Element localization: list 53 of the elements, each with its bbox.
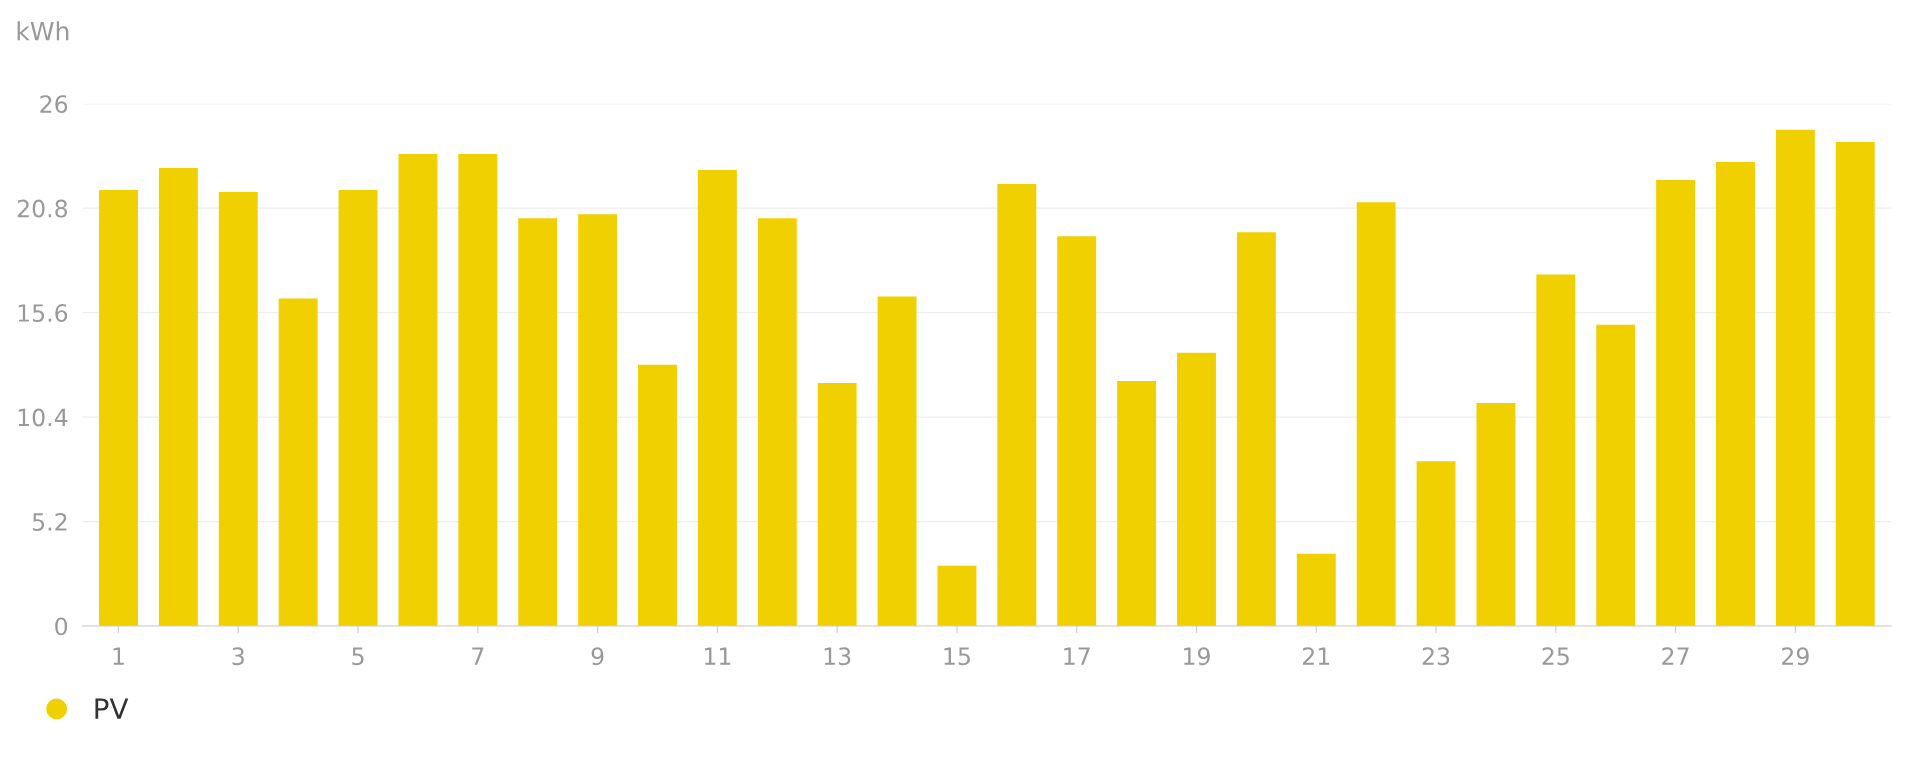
bar [1536,274,1576,627]
bar [638,364,677,627]
bar [1296,553,1336,627]
bar [757,218,797,627]
bar [1057,236,1097,627]
x-tick-label: 29 [1782,647,1809,666]
x-tick-label: 15 [944,647,970,666]
y-tick-label: 10.4 [18,408,68,427]
x-tick-label: 25 [1542,647,1569,666]
x-tick-label: 21 [1302,647,1330,665]
bar [1835,141,1875,627]
bar [158,168,198,627]
x-tick-label: 23 [1422,647,1450,666]
bar [1716,161,1755,627]
bar [937,565,977,627]
bar [1177,352,1216,627]
x-tick-label: 9 [591,647,604,666]
bar [1356,202,1396,627]
bar [1775,129,1815,627]
bar [99,190,138,627]
bar [1656,180,1696,627]
bar [997,184,1037,627]
bar [1236,232,1276,627]
bar [1476,403,1516,627]
x-tick-label: 17 [1064,647,1090,665]
x-tick-label: 11 [704,647,731,665]
y-tick-label: 5.2 [32,513,67,531]
x-tick-label: 3 [232,647,244,666]
y-tick-label: 0 [55,617,68,636]
x-tick-label: 27 [1662,647,1689,665]
bar [697,170,737,627]
x-tick-label: 5 [352,647,364,666]
bar [1117,380,1157,627]
bar [1416,461,1456,627]
bar [817,382,857,627]
bar [1596,324,1636,627]
x-tick-label: 13 [824,647,851,666]
bar [578,214,618,627]
bar [518,218,558,627]
y-tick-label: 20.8 [17,199,68,218]
bar [877,296,917,627]
y-axis-title: kWh [17,21,69,41]
x-tick-label: 19 [1184,647,1210,666]
bar [338,190,378,627]
y-tick-label: 15.6 [18,304,68,322]
y-tick-label: 26 [40,95,68,114]
x-tick-label: 7 [472,647,484,665]
bar [278,298,318,627]
bar [218,192,258,627]
legend-label: PV [95,698,129,719]
bar [458,153,498,627]
bar [398,153,438,627]
x-tick-label: 1 [113,647,124,665]
